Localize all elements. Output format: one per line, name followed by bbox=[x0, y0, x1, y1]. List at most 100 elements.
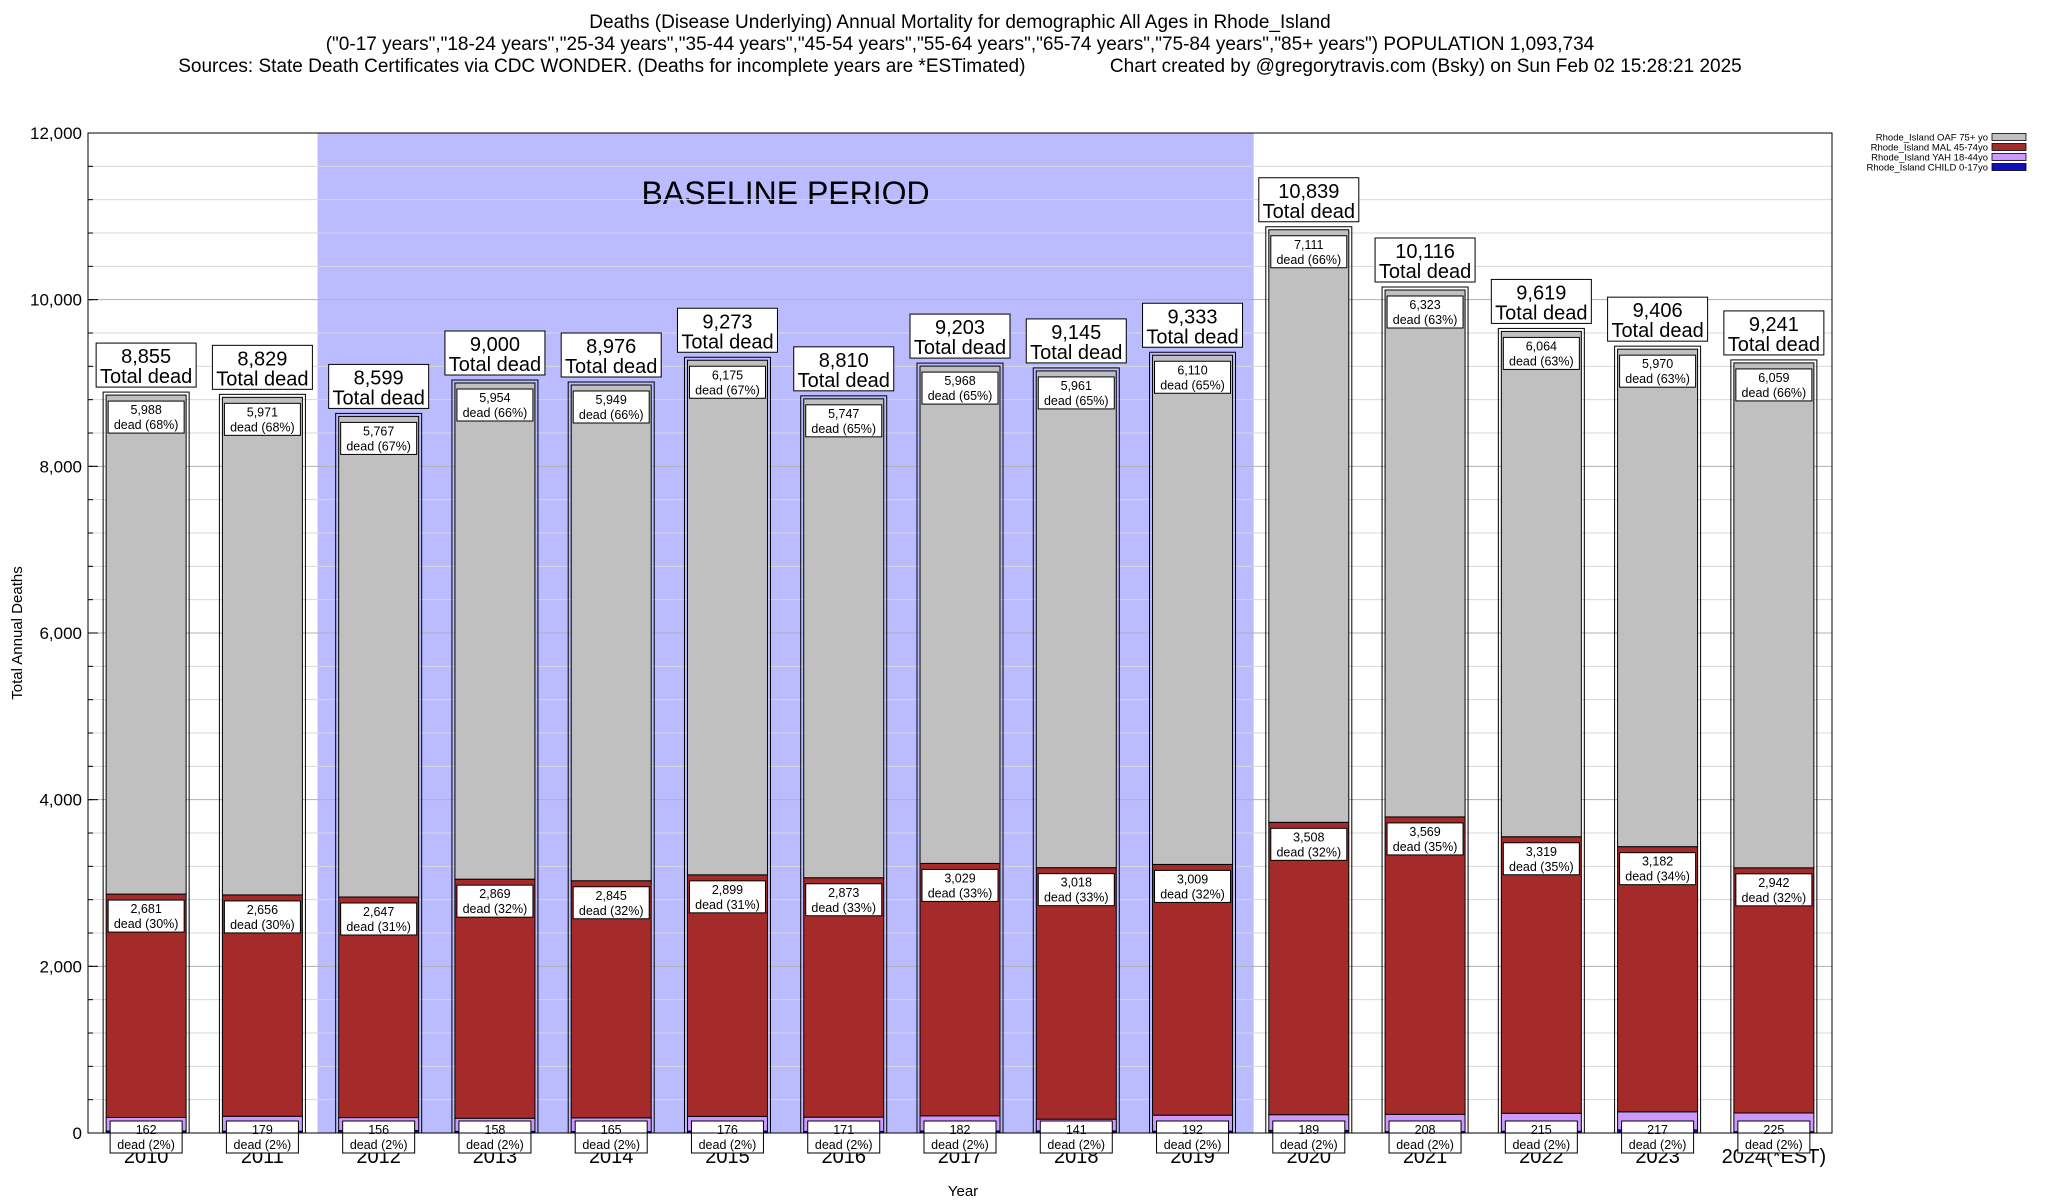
oaf-label-value: 5,961 bbox=[1061, 379, 1092, 393]
yah-label-box bbox=[225, 1120, 299, 1154]
oaf-label-value: 6,323 bbox=[1409, 298, 1440, 312]
sources-text: Sources: State Death Certificates via CD… bbox=[178, 56, 1026, 77]
total-dead-label: Total dead bbox=[681, 331, 773, 353]
oaf-label-box bbox=[1386, 295, 1464, 329]
oaf-label-value: 7,111 bbox=[1294, 238, 1323, 252]
bar-segment bbox=[570, 384, 652, 882]
yah-label-value: 156 bbox=[368, 1123, 389, 1137]
y-tick-label: 6,000 bbox=[39, 624, 82, 643]
total-label-box bbox=[1025, 318, 1127, 364]
oaf-label-box bbox=[1502, 336, 1580, 370]
oaf-label-box bbox=[688, 365, 766, 399]
oaf-label-box bbox=[805, 404, 883, 438]
oaf-label-value: 5,747 bbox=[828, 407, 859, 421]
mal-label-value: 2,899 bbox=[712, 883, 743, 897]
mal-label-box bbox=[1502, 842, 1580, 876]
mal-label-value: 2,681 bbox=[130, 902, 161, 916]
yah-label-value: 162 bbox=[136, 1123, 157, 1137]
mal-label-box bbox=[1270, 827, 1348, 861]
oaf-label-value: 6,110 bbox=[1177, 363, 1207, 377]
mal-label-pct: dead (33%) bbox=[811, 901, 876, 915]
yah-label-value: 165 bbox=[601, 1123, 622, 1137]
total-dead-label: Total dead bbox=[914, 337, 1006, 359]
oaf-label-value: 6,175 bbox=[712, 368, 743, 382]
mal-label-value: 2,873 bbox=[828, 886, 859, 900]
mal-label-value: 2,869 bbox=[479, 887, 510, 901]
total-value-label: 8,810 bbox=[819, 350, 869, 372]
y-tick-label: 0 bbox=[73, 1124, 82, 1143]
yah-label-value: 179 bbox=[252, 1123, 273, 1137]
yah-label-value: 141 bbox=[1066, 1123, 1087, 1137]
oaf-label-value: 5,971 bbox=[247, 405, 278, 419]
baseline-period-label: BASELINE PERIOD bbox=[642, 175, 930, 211]
bar-segment bbox=[1733, 867, 1815, 1114]
legend-entry-label: Rhode_Island MAL 45-74yo bbox=[1871, 143, 1988, 154]
yah-label-box bbox=[1388, 1120, 1462, 1154]
total-value-label: 9,000 bbox=[470, 334, 520, 356]
mal-label-pct: dead (30%) bbox=[230, 918, 295, 932]
mal-label-pct: dead (31%) bbox=[695, 898, 760, 912]
yah-label-value: 182 bbox=[950, 1123, 971, 1137]
oaf-label-pct: dead (63%) bbox=[1625, 372, 1690, 386]
oaf-label-value: 5,954 bbox=[479, 391, 510, 405]
mal-label-pct: dead (34%) bbox=[1625, 870, 1690, 884]
total-value-label: 9,145 bbox=[1051, 322, 1101, 344]
yah-label-box bbox=[1156, 1120, 1230, 1154]
yah-label-pct: dead (2%) bbox=[931, 1138, 989, 1152]
oaf-label-value: 5,968 bbox=[944, 374, 975, 388]
yah-label-value: 158 bbox=[485, 1123, 506, 1137]
total-value-label: 8,829 bbox=[237, 348, 287, 370]
yah-label-pct: dead (2%) bbox=[350, 1138, 408, 1152]
bar-segment bbox=[454, 382, 536, 880]
total-value-label: 8,855 bbox=[121, 346, 171, 368]
total-value-label: 8,976 bbox=[586, 336, 636, 358]
total-dead-label: Total dead bbox=[1263, 201, 1355, 223]
oaf-label-pct: dead (66%) bbox=[463, 406, 528, 420]
x-axis-title: Year bbox=[948, 1183, 978, 1200]
mal-label-pct: dead (32%) bbox=[1276, 845, 1341, 859]
yah-label-box bbox=[574, 1120, 648, 1154]
mal-label-pct: dead (35%) bbox=[1509, 860, 1574, 874]
total-dead-label: Total dead bbox=[1611, 320, 1703, 342]
total-value-label: 9,273 bbox=[702, 311, 752, 333]
mal-label-pct: dead (30%) bbox=[114, 917, 179, 931]
chart-title-line-1: Deaths (Disease Underlying) Annual Morta… bbox=[589, 12, 1331, 33]
mal-label-pct: dead (33%) bbox=[928, 886, 993, 900]
mal-label-box bbox=[223, 900, 301, 934]
yah-label-pct: dead (2%) bbox=[1164, 1138, 1222, 1152]
legend-entry-label: Rhode_Island YAH 18-44yo bbox=[1871, 153, 1988, 164]
oaf-label-pct: dead (68%) bbox=[230, 420, 295, 434]
yah-label-pct: dead (2%) bbox=[1280, 1138, 1338, 1152]
oaf-label-pct: dead (63%) bbox=[1393, 313, 1458, 327]
bar-segment bbox=[1617, 846, 1699, 1113]
oaf-label-box bbox=[1735, 368, 1813, 402]
oaf-label-pct: dead (63%) bbox=[1509, 354, 1574, 368]
mal-label-value: 3,029 bbox=[944, 871, 975, 885]
legend-swatch bbox=[1991, 143, 2027, 151]
bar-segment bbox=[221, 396, 303, 896]
yah-label-box bbox=[1737, 1120, 1811, 1154]
yah-label-box bbox=[1504, 1120, 1578, 1154]
total-dead-label: Total dead bbox=[1146, 326, 1238, 348]
bar-segment bbox=[1500, 330, 1582, 838]
oaf-label-value: 5,767 bbox=[363, 424, 394, 438]
yah-label-value: 217 bbox=[1647, 1123, 1668, 1137]
yah-label-box bbox=[923, 1120, 997, 1154]
oaf-label-value: 5,988 bbox=[130, 403, 161, 417]
legend-entry-label: Rhode_Island CHILD 0-17yo bbox=[1867, 163, 1988, 174]
yah-label-pct: dead (2%) bbox=[1047, 1138, 1105, 1152]
total-value-label: 10,116 bbox=[1395, 241, 1455, 263]
mal-label-pct: dead (35%) bbox=[1393, 840, 1458, 854]
yah-label-box bbox=[690, 1120, 764, 1154]
y-axis-title: Total Annual Deaths bbox=[9, 566, 26, 699]
total-label-box bbox=[560, 332, 662, 378]
total-dead-label: Total dead bbox=[449, 354, 541, 376]
oaf-label-pct: dead (65%) bbox=[1044, 394, 1109, 408]
yah-label-pct: dead (2%) bbox=[117, 1138, 175, 1152]
bar-segment bbox=[338, 415, 420, 898]
yah-label-box bbox=[109, 1120, 183, 1154]
bar-segment bbox=[686, 874, 768, 1117]
oaf-label-box bbox=[107, 400, 185, 434]
oaf-label-box bbox=[572, 390, 650, 424]
oaf-label-value: 6,059 bbox=[1758, 371, 1789, 385]
